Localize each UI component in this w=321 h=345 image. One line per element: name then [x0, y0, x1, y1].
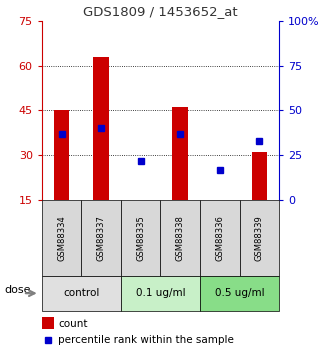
Text: control: control [63, 288, 100, 298]
Bar [42, 276, 121, 310]
Bar [121, 276, 200, 310]
Text: percentile rank within the sample: percentile rank within the sample [58, 335, 234, 345]
Text: count: count [58, 319, 88, 328]
Text: GSM88335: GSM88335 [136, 215, 145, 261]
Text: GSM88338: GSM88338 [176, 215, 185, 261]
Text: GSM88339: GSM88339 [255, 215, 264, 261]
Bar [42, 317, 54, 329]
Bar [54, 110, 69, 200]
Text: GSM88334: GSM88334 [57, 215, 66, 261]
Bar [42, 200, 81, 276]
Bar [200, 200, 240, 276]
Bar [240, 200, 279, 276]
Bar [121, 200, 160, 276]
Text: GSM88336: GSM88336 [215, 215, 224, 261]
Bar [81, 200, 121, 276]
Bar [252, 152, 267, 200]
Text: 0.1 ug/ml: 0.1 ug/ml [136, 288, 185, 298]
Bar [172, 107, 188, 200]
Bar [200, 276, 279, 310]
Bar [93, 57, 109, 200]
Text: dose: dose [4, 285, 31, 295]
Bar [160, 200, 200, 276]
Title: GDS1809 / 1453652_at: GDS1809 / 1453652_at [83, 5, 238, 18]
Text: 0.5 ug/ml: 0.5 ug/ml [215, 288, 265, 298]
Text: GSM88337: GSM88337 [97, 215, 106, 261]
